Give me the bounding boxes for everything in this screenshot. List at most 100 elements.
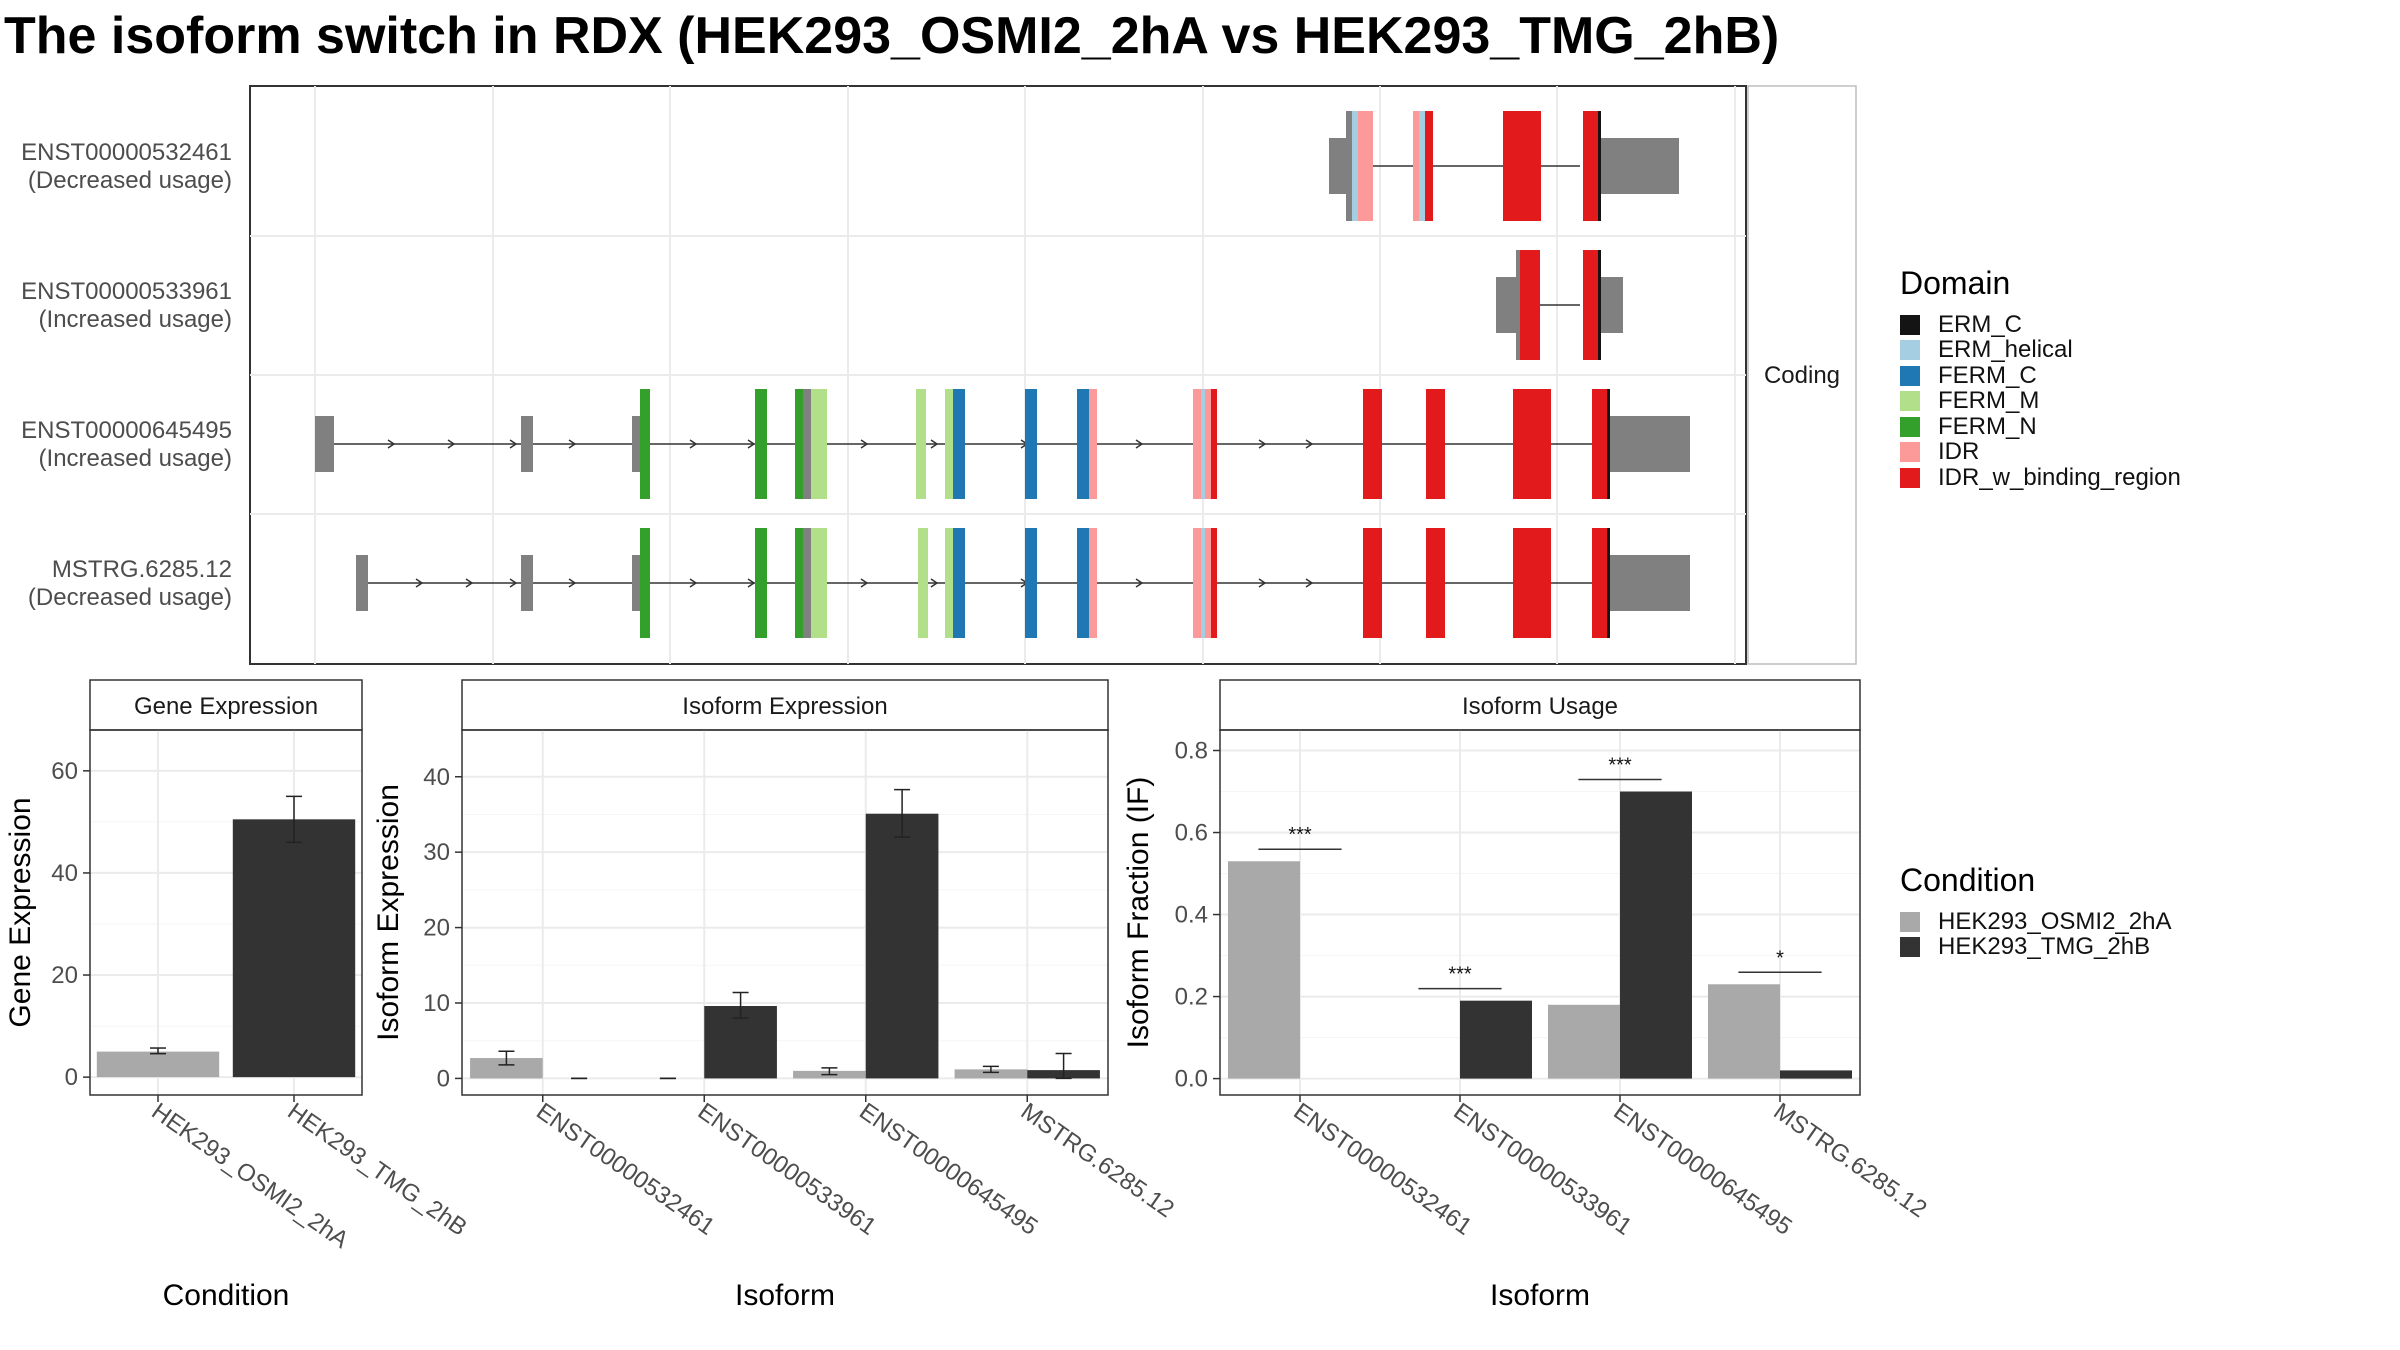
exon-block-idr-w-binding-region [1363,528,1382,638]
domain-legend-label: IDR_w_binding_region [1938,463,2181,491]
condition-legend-label: HEK293_OSMI2_2hA [1938,907,2172,935]
significance-label: *** [1448,964,1472,986]
bar [865,813,939,1079]
significance-label: * [1776,947,1784,969]
exon-block-idr-w-binding-region [1513,389,1551,499]
domain-legend-label: IDR [1938,438,1980,466]
intron-direction-arrow [415,578,424,588]
exon-block-idr-w-binding-region [1211,528,1217,638]
exon-block-idr-w-binding-region [1592,389,1607,499]
domain-legend-swatch [1900,442,1920,463]
exon-block-ferm-m [945,528,953,638]
intron-direction-arrow [1258,439,1267,449]
y-tick-label: 20 [423,915,450,942]
exon-block-ferm-m [945,389,953,499]
exon-block-ferm-m [811,528,827,638]
y-tick-label: 0.4 [1175,902,1208,929]
exon-block-erm-helical [1201,528,1205,638]
bar [1228,861,1300,1079]
bar [470,1058,543,1079]
domain-legend-swatch [1900,365,1920,386]
exon-block-erm-helical [1419,111,1425,221]
y-tick-label: 0.8 [1175,738,1208,765]
domain-legend-swatch [1900,340,1920,361]
exon-block-erm-c [1598,111,1601,221]
isoform-expression-panel-border [461,729,1109,1096]
exon-block-idr-w-binding-region [1592,528,1607,638]
y-tick-label: 10 [423,990,450,1017]
bar [1548,1004,1620,1079]
intron-direction-arrow [930,439,939,449]
exon-block-ferm-n [640,389,650,499]
exon-block-utr [1346,111,1352,221]
domain-legend-item: IDR_w_binding_region [1900,463,2181,491]
exon-block-ferm-n [755,528,767,638]
exon-block-erm-helical [1352,111,1358,221]
y-tick-label: 30 [423,839,450,866]
exon-block-idr [1089,528,1097,638]
intron-direction-arrow [689,578,698,588]
domain-legend: Domain ERM_C ERM_helical FERM_C FERM_M FERM_… [1900,265,2181,491]
x-tick-label: ENST00000645495 [854,1098,1042,1241]
condition-legend-swatch [1900,937,1920,958]
exon-block-utr [1329,138,1351,194]
y-axis-title: Gene Expression [4,797,37,1027]
bar [232,819,356,1078]
exon-block-ferm-c [1025,528,1037,638]
exon-block-utr [632,555,640,611]
exon-block-ferm-n [640,528,650,638]
intron-direction-arrow [1305,578,1314,588]
exon-block-idr-w-binding-region [1426,528,1445,638]
exon-block-utr [1496,277,1518,333]
bar [1780,1070,1852,1079]
isoform-usage-strip [1219,679,1861,731]
bar [1708,984,1780,1079]
condition-legend-item: HEK293_TMG_2hB [1900,933,2171,961]
exon-block-ferm-m [811,389,827,499]
exon-block-ferm-m [916,389,926,499]
intron-direction-arrow [747,439,756,449]
intron-direction-arrow [860,439,869,449]
transcript-usage-label: (Decreased usage) [28,584,232,611]
isoform-usage-chart: Isoform Usage***ENST00000532461***ENST00… [1122,679,1932,1312]
bar [96,1051,220,1078]
exon-block-idr [1205,528,1211,638]
exon-block-idr-w-binding-region [1503,111,1541,221]
exon-block-ferm-c [953,389,965,499]
isoform-expression-chart: Isoform ExpressionENST00000532461ENST000… [372,679,1179,1312]
y-tick-label: 0 [437,1065,450,1092]
exon-block-idr-w-binding-region [1211,389,1217,499]
x-axis-title: Condition [163,1279,290,1312]
transcript-usage-label: (Increased usage) [39,306,232,333]
y-tick-label: 20 [51,962,78,989]
domain-legend-title: Domain [1900,265,2011,301]
exon-block-ferm-c [953,528,965,638]
exon-block-utr [521,555,533,611]
gene-expression-strip-title: Gene Expression [134,693,318,720]
gene-expression-panel-border [89,729,363,1096]
exon-block-idr [1205,389,1211,499]
exon-block-erm-helical [1201,389,1205,499]
x-axis-title: Isoform [1490,1279,1590,1312]
x-tick-label: ENST00000532461 [531,1098,719,1241]
exon-block-erm-c [1598,250,1601,360]
exon-block-erm-c [1607,389,1610,499]
intron-direction-arrow [860,578,869,588]
intron-direction-arrow [509,439,518,449]
transcript-name: ENST00000645495 [21,417,232,444]
exon-block-idr-w-binding-region [1513,528,1551,638]
domain-legend-label: FERM_M [1938,387,2040,415]
domain-legend-label: ERM_C [1938,310,2023,338]
exon-block-utr [1516,250,1520,360]
intron-direction-arrow [447,439,456,449]
condition-legend-label: HEK293_TMG_2hB [1938,933,2151,961]
intron-direction-arrow [1258,578,1267,588]
x-axis-title: Isoform [735,1279,835,1312]
transcript-usage-label: (Decreased usage) [28,167,232,194]
intron-direction-arrow [1135,439,1144,449]
domain-legend-item: FERM_M [1900,387,2181,415]
y-tick-label: 40 [51,860,78,887]
domain-legend-item: ERM_C [1900,310,2181,338]
gene-expression-chart: Gene ExpressionHEK293_OSMI2_2hAHEK293_TM… [4,679,472,1312]
